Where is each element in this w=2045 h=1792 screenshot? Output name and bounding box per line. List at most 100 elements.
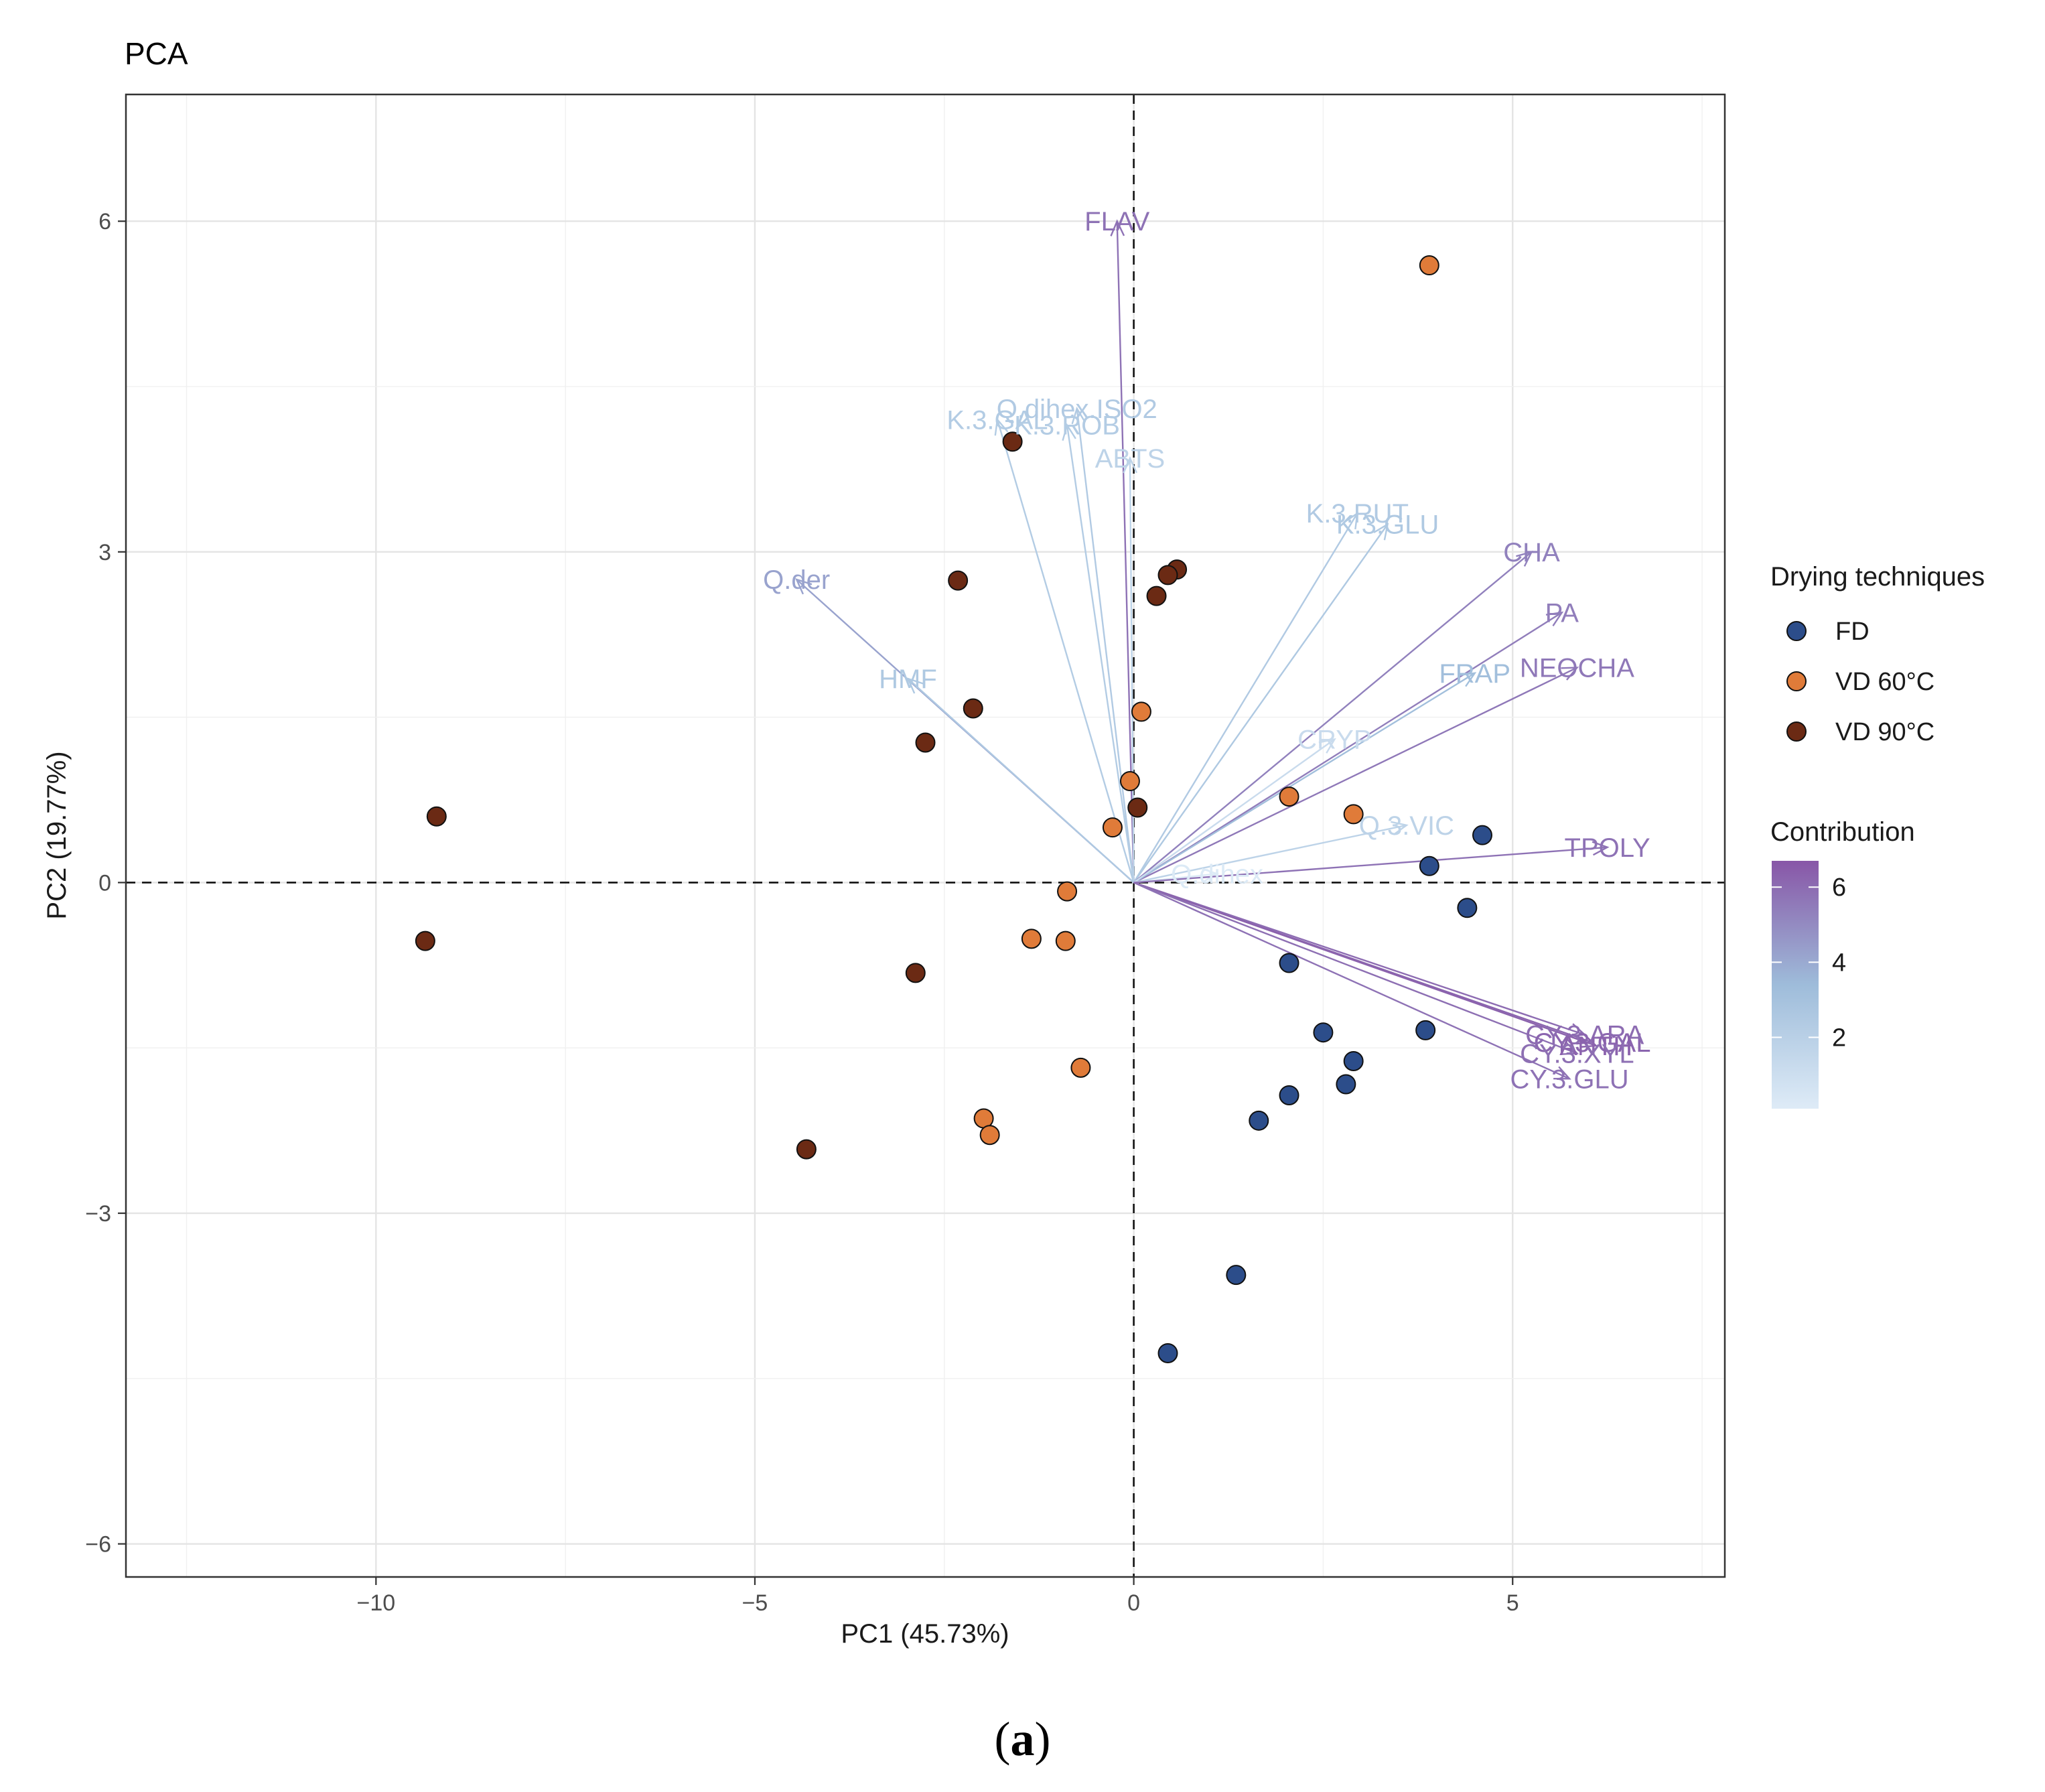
y-tick-label: 0 — [98, 870, 111, 896]
arrowhead-neocha — [1561, 667, 1579, 681]
point-fd — [1336, 1074, 1356, 1095]
label-cy-3-xyl: CY.3.XYL — [1520, 1039, 1634, 1069]
y-tick-label: −6 — [85, 1532, 111, 1558]
point-fd — [1226, 1265, 1247, 1286]
arrowhead-cy-3-glu — [1553, 1066, 1571, 1080]
caption-close-paren: ) — [1034, 1712, 1051, 1766]
label-tpoly: TPOLY — [1565, 833, 1650, 863]
arrow-pa — [1133, 612, 1563, 884]
arrowhead-q-der — [794, 577, 813, 595]
label-q-dihex: Q.dihex — [1171, 859, 1263, 889]
arrow-k-3-gal — [996, 419, 1135, 883]
arrow-tpoly — [1133, 846, 1608, 884]
point-fd — [1419, 855, 1439, 876]
point-vd60 — [1131, 701, 1151, 722]
arrowhead-anth — [1579, 1034, 1598, 1048]
point-vd60 — [1070, 1057, 1091, 1078]
y-tick-label: 3 — [98, 540, 111, 565]
arrowhead-q-dihex-iso2 — [1071, 407, 1086, 425]
individual-points — [415, 255, 1492, 1363]
point-fd — [1313, 1022, 1334, 1043]
legend-label-vd60: VD 60°C — [1835, 668, 1934, 696]
legend-label-vd90: VD 90°C — [1835, 718, 1934, 746]
arrowhead-k-3-rob — [1062, 423, 1076, 441]
arrowhead-k-3-rut — [1343, 511, 1358, 530]
label-q-der: Q.der — [763, 565, 830, 595]
point-vd90 — [1002, 431, 1023, 452]
arrowhead-k-3-gal — [994, 417, 1009, 436]
contribution-colorbar — [1772, 861, 1819, 1109]
label-pa: PA — [1545, 598, 1579, 628]
legend-key-vd90 — [1786, 721, 1807, 742]
arrowhead-abts — [1123, 456, 1138, 474]
point-vd90 — [948, 570, 969, 591]
point-vd60 — [1057, 881, 1078, 902]
legend-title-drying: Drying techniques — [1770, 562, 1985, 592]
label-k-3-glu: K.3.GLU — [1336, 510, 1439, 540]
point-fd — [1279, 1085, 1299, 1105]
arrowhead-pa — [1545, 611, 1564, 626]
point-fd — [1415, 1020, 1436, 1040]
arrow-cy-3-xyl — [1133, 882, 1577, 1054]
figure-caption: (a) — [0, 1712, 2045, 1767]
arrowhead-cy-3-xyl — [1561, 1041, 1579, 1055]
x-tick-label: 0 — [1127, 1590, 1140, 1616]
legend-contribution: Contribution 2 4 6 — [1770, 817, 1915, 1109]
point-vd90 — [426, 806, 447, 827]
arrow-q-dihex-iso2 — [1076, 408, 1135, 883]
point-vd60 — [979, 1125, 1000, 1146]
label-k-3-rob: K.3.ROB — [1014, 411, 1120, 441]
point-fd — [1279, 953, 1299, 973]
y-tick-label: −3 — [85, 1201, 111, 1227]
arrow-neocha — [1133, 667, 1577, 884]
x-tick-label: −5 — [742, 1590, 768, 1616]
variable-arrows — [794, 219, 1610, 1080]
point-vd60 — [1343, 804, 1364, 825]
point-vd90 — [1146, 585, 1167, 606]
arrow-q-3-vic — [1133, 824, 1407, 884]
point-vd90 — [963, 698, 983, 719]
arrowhead-cryp — [1318, 738, 1336, 754]
arrowhead-cha — [1516, 550, 1533, 567]
legend-key-fd — [1786, 621, 1807, 641]
label-q-3-vic: Q.3.VIC — [1359, 811, 1454, 841]
label-cy-3-glu: CY.3.GLU — [1510, 1064, 1629, 1094]
point-vd90 — [1157, 565, 1178, 585]
colorbar-tick-label: 4 — [1832, 949, 1846, 977]
label-abts: ABTS — [1095, 444, 1165, 474]
arrow-hmf — [907, 678, 1135, 884]
point-vd60 — [1119, 771, 1140, 792]
label-cryp: CRYP — [1297, 726, 1371, 755]
point-fd — [1472, 825, 1492, 845]
x-tick-label: −10 — [356, 1590, 395, 1616]
point-vd60 — [1419, 255, 1439, 276]
point-vd90 — [796, 1139, 817, 1160]
arrow-cy-3-ara — [1133, 882, 1585, 1036]
arrowhead-frap — [1458, 672, 1477, 687]
legend-label-fd: FD — [1835, 618, 1870, 646]
x-axis-title: PC1 (45.73%) — [841, 1619, 1009, 1649]
arrow-anth — [1133, 882, 1597, 1047]
point-fd — [1343, 1050, 1364, 1071]
point-vd90 — [415, 931, 435, 951]
axis-ticks: −10 −5 0 5 −6 −3 0 3 6 — [85, 209, 1519, 1616]
point-fd — [1157, 1342, 1178, 1363]
label-cha: CHA — [1503, 538, 1560, 567]
arrowhead-q-dihex — [1201, 868, 1219, 883]
caption-letter: a — [1010, 1712, 1035, 1766]
y-tick-label: 6 — [98, 209, 111, 234]
label-neocha: NEOCHA — [1520, 654, 1634, 683]
point-vd90 — [1127, 797, 1148, 818]
point-vd90 — [915, 732, 936, 753]
arrowhead-hmf — [906, 677, 924, 694]
label-cy-3-ara: CY.3.ARA — [1525, 1020, 1644, 1050]
arrow-cy-3-glu — [1133, 882, 1570, 1080]
label-hmf: HMF — [879, 665, 937, 694]
label-q-dihex-iso2: Q.dihex.ISO2 — [997, 395, 1157, 424]
point-vd60 — [1102, 817, 1123, 838]
arrow-k-3-rob — [1066, 425, 1135, 883]
colorbar-tick-label: 6 — [1832, 874, 1846, 902]
label-frap: FRAP — [1439, 659, 1510, 689]
